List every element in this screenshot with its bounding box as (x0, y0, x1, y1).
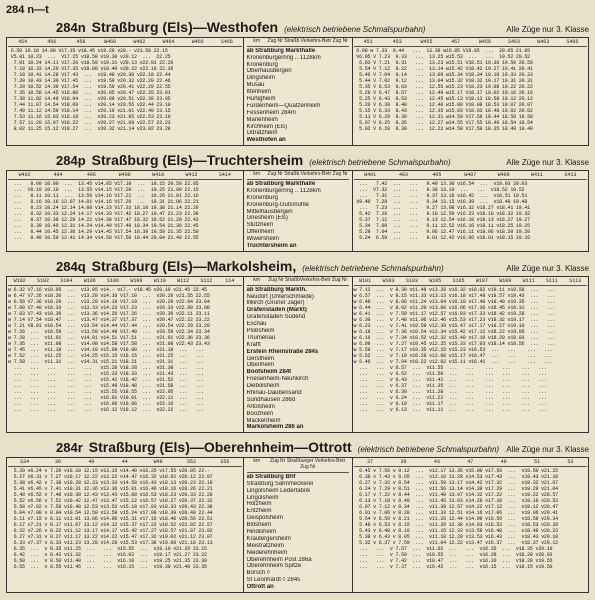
station-row: Hurtigheim (247, 96, 349, 103)
station-row: ab Straßburg Markthalle (247, 181, 349, 188)
station-row: Westhofen an (247, 137, 349, 144)
station-row: St Leonhardt ◊ 284s (247, 577, 349, 584)
station-row: Börsch ◊ (247, 570, 349, 577)
stations-column: kmZug Nr StraßbVerkehrs-Betr Zug Nrab St… (243, 277, 353, 432)
class-note: Alle Züge nur 3. Klasse (506, 445, 589, 454)
station-row: Stutzheim (247, 222, 349, 229)
station-row: Straßburg Sahnmeckerei (247, 481, 349, 488)
station-row: Boozheim (247, 411, 349, 418)
timetable-section: 284r Straßburg (Els)—Oberehnheim—Ottrott (… (6, 439, 589, 593)
route-name: Straßburg (Els)—Truchtersheim (92, 152, 304, 168)
route-subtitle: (elektrisch betriebene Schmalspurbahn) (284, 25, 425, 34)
page-header: 284 n—t (6, 4, 589, 16)
station-row: Grafenstaden Südend (247, 314, 349, 321)
station-row: Holzheim (247, 501, 349, 508)
station-row: Ottrott an (247, 584, 349, 591)
station-row: Oberehnheim Post 286a (247, 557, 349, 564)
class-note: Alle Züge nur 3. Klasse (506, 264, 589, 273)
station-row: ab Straßburg Bhf (247, 474, 349, 481)
station-row: Entzheim (247, 508, 349, 515)
route-name: Straßburg (Els)—Oberehnheim—Ottrott (89, 439, 352, 455)
station-row: Kronenburg-Gutsmühle (247, 202, 349, 209)
station-row: Thumenau (247, 335, 349, 342)
departure-times-left: W402404406W408W410W412S414 ... 8.00 10.0… (7, 171, 243, 251)
station-row: Erstein Rheinstraße 284s (247, 349, 349, 356)
station-row: Neudorf (Unterschmiede) (247, 294, 349, 301)
station-row: Diebolsheim (247, 383, 349, 390)
station-row: Ittenheim (247, 89, 349, 96)
station-row: Grafenstaden (Markt) (247, 307, 349, 314)
route-number: 284p (56, 153, 86, 168)
class-note: Alle Züge nur 3. Klasse (506, 25, 589, 34)
departure-times-right: 451453W455457W459S463W463S465 6.08 w 7.3… (353, 38, 589, 145)
station-row: Obenheim (247, 362, 349, 369)
stations-column: kmZug Nr Straßb.Verkehrs-Betr Zug Nrab S… (243, 38, 353, 145)
departure-times-left: 454456458W460W462W464W466S466 6.50 10.10… (7, 38, 243, 145)
route-name: Straßburg (Els)—Markolsheim, (92, 258, 297, 274)
station-row: Fessenheim 284m (247, 110, 349, 117)
route-number: 284r (56, 440, 83, 455)
route-number: 284n (56, 20, 86, 35)
station-row: Musau (247, 82, 349, 89)
station-row: Gerstheim (247, 356, 349, 363)
route-subtitle: (elektrisch betriebene Schmalspurbahn) (309, 158, 450, 167)
station-row: Krafft (247, 342, 349, 349)
station-row: Oberehnheim Spitze (247, 563, 349, 570)
timetable-section: 284q Straßburg (Els)—Markolsheim, (elektri… (6, 258, 589, 433)
station-row: Truchtersheim an (247, 243, 349, 250)
station-row: Lingolsheim (247, 495, 349, 502)
departure-times-right: 37394347495153 6.45 v 7.50 v 9.12 ... v1… (353, 458, 589, 592)
station-row: Kronenburgerring .. 1128km (247, 55, 349, 62)
route-number: 284q (56, 259, 86, 274)
route-subtitle: (elektrisch betriebene Schmalspurbahn) (302, 264, 443, 273)
station-row: Dingsheim (247, 75, 349, 82)
station-row: Artolsheim (247, 404, 349, 411)
departure-times-left: S34364044W48S52S56 5.20 v6.24 v 7.20 v10… (7, 458, 243, 592)
station-row: Odratzheim (247, 130, 349, 137)
station-row: Plobsheim (247, 328, 349, 335)
station-row: Markolsheim 286 an (247, 424, 349, 431)
station-row: Kirchheim (Els) (247, 124, 349, 131)
departure-times-right: W101W103S103W105S105W107W109W111S111S113… (353, 277, 589, 432)
station-row: Niederehnheim (247, 550, 349, 557)
station-row: Friesenheim-Neunkirch (247, 376, 349, 383)
station-row: Marienheim (247, 117, 349, 124)
station-row: Geispolsheim (247, 515, 349, 522)
station-row: Kronenburgerring .. 1128km (247, 188, 349, 195)
station-row: Hindisheim (247, 529, 349, 536)
station-row: Wiwersheim (247, 236, 349, 243)
class-note: Alle Züge nur 3. Klasse (506, 158, 589, 167)
station-row: Sundhausen 286d (247, 397, 349, 404)
route-name: Straßburg (Els)—Westhofen (92, 19, 278, 35)
station-row: ab Straßburg Markth. (247, 287, 349, 294)
station-row: Rhinau-Daubensand (247, 390, 349, 397)
station-row: Mittelhausbergen (247, 209, 349, 216)
timetable-section: 284n Straßburg (Els)—Westhofen (elektrisch… (6, 19, 589, 146)
station-row: Lingolsheim Lederfabrik (247, 488, 349, 495)
station-row: ab Straßburg Markthalle (247, 48, 349, 55)
station-row: Kronenburg (247, 62, 349, 69)
stations-column: kmZug Nr Straßburger Verkehrs-Betr Zug N… (243, 458, 353, 592)
station-row: Illkirch (Grüner Jäger) (247, 300, 349, 307)
station-row: Mackenheim (247, 418, 349, 425)
station-row: Blösheim (247, 522, 349, 529)
station-row: Griesheim (Els) (247, 215, 349, 222)
stations-column: kmZug Nr Straßb.Verkehrs-Betr Zug Nrab S… (243, 171, 353, 251)
route-subtitle: (elektrisch betriebene Schmalspurbahn) (358, 445, 499, 454)
departure-times-left: W102S102S104W106S106W108W110W112S112114w… (7, 277, 243, 432)
station-row: Boofsheim 284t (247, 369, 349, 376)
departure-times-right: W401403405W407W409W411S413 ... 7.42 ... … (353, 171, 589, 251)
station-row: Oberhausbergen (247, 68, 349, 75)
timetable-section: 284p Straßburg (Els)—Truchtersheim (elektr… (6, 152, 589, 252)
station-row: Fürdenheim—Quatzenheim (247, 103, 349, 110)
station-row: Offenheim (247, 229, 349, 236)
station-row: Eschau (247, 321, 349, 328)
station-row: Kronenburg (247, 195, 349, 202)
station-row: Krautergersheim (247, 536, 349, 543)
station-row: Meistratzheim (247, 543, 349, 550)
